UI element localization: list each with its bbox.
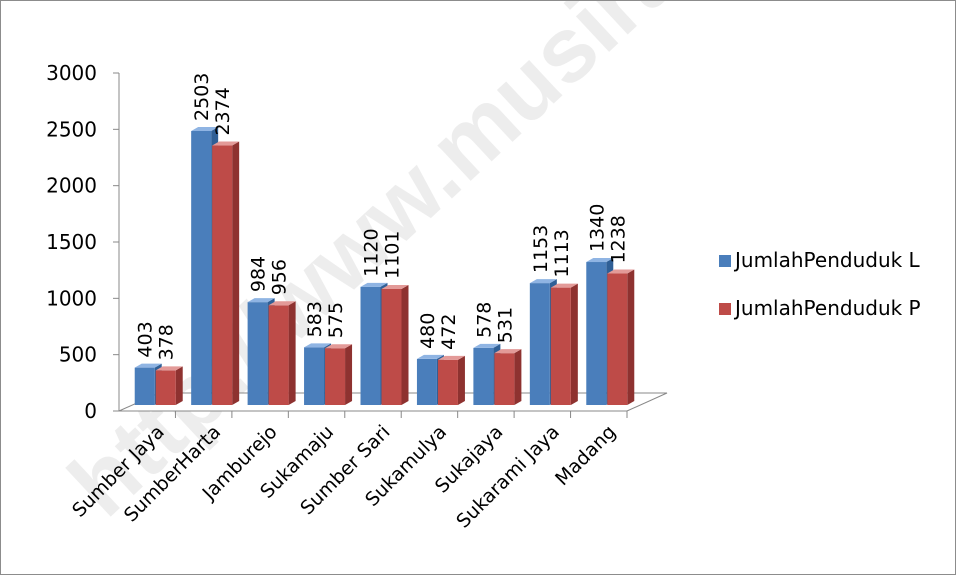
- y-tick-label: 2000: [46, 174, 97, 198]
- bar-top: [586, 258, 614, 263]
- data-label: 575: [325, 302, 347, 338]
- chart-data-labels: 403 378 2503 2374 984 956 583 575 1120 1101 480 472…: [135, 73, 630, 361]
- data-label: 2374: [212, 87, 234, 135]
- bar-side: [175, 366, 183, 405]
- bar: [381, 288, 402, 405]
- bar: [494, 353, 515, 405]
- y-tick-label: 3000: [46, 61, 97, 85]
- data-label: 1101: [382, 231, 404, 279]
- data-label: 403: [135, 321, 157, 357]
- bar-top: [268, 301, 296, 306]
- data-label: 2503: [191, 73, 213, 121]
- bar: [325, 348, 346, 405]
- data-label: 1113: [551, 229, 573, 277]
- x-category-label: Sukarami Jaya: [452, 421, 564, 533]
- bar: [155, 370, 176, 405]
- legend-swatch: [719, 255, 731, 267]
- data-label: 1238: [607, 215, 629, 263]
- bar: [212, 145, 233, 405]
- bar-top: [247, 298, 275, 303]
- bar-top: [191, 126, 219, 131]
- data-label: 1340: [586, 204, 608, 252]
- x-category-label: Madang: [551, 421, 620, 490]
- bar-top: [360, 282, 388, 287]
- bar: [586, 262, 607, 405]
- bar: [191, 130, 212, 405]
- legend-swatch: [719, 303, 731, 315]
- bar-side: [570, 283, 578, 405]
- bar: [529, 283, 550, 405]
- data-label: 984: [248, 256, 270, 292]
- bar-side: [457, 355, 465, 405]
- data-label: 472: [438, 314, 460, 350]
- bar-side: [627, 269, 635, 405]
- chart-legend: JumlahPenduduk L JumlahPenduduk P: [719, 248, 921, 320]
- bar: [550, 287, 571, 405]
- bar-side: [401, 284, 409, 405]
- legend-label: JumlahPenduduk L: [733, 248, 921, 272]
- y-tick-label: 2500: [46, 117, 97, 141]
- y-tick-label: 1000: [46, 286, 97, 310]
- bar-top: [494, 349, 522, 354]
- data-label: 583: [304, 301, 326, 337]
- bar-top: [437, 355, 465, 360]
- data-label: 1120: [361, 228, 383, 276]
- bar-top: [529, 279, 557, 284]
- bar-top: [212, 141, 240, 146]
- bar: [607, 273, 628, 405]
- bar-top: [134, 363, 162, 368]
- bar: [360, 286, 381, 405]
- data-label: 531: [494, 307, 516, 343]
- legend-label: JumlahPenduduk P: [733, 296, 921, 320]
- data-label: 480: [417, 313, 439, 349]
- bar-side: [232, 141, 240, 405]
- chart-bars: [134, 126, 635, 405]
- y-tick-label: 0: [84, 399, 97, 423]
- data-label: 956: [269, 259, 291, 295]
- bar: [247, 302, 268, 405]
- bar: [416, 358, 437, 405]
- bar-top: [325, 344, 353, 349]
- bar: [134, 367, 155, 405]
- bar-top: [550, 283, 578, 288]
- data-label: 1153: [530, 225, 552, 273]
- bar: [473, 347, 494, 405]
- data-label: 578: [473, 302, 495, 338]
- bar-top: [155, 366, 183, 371]
- data-label: 378: [156, 324, 178, 360]
- bar-top: [607, 269, 635, 274]
- bar-top: [304, 343, 332, 348]
- y-tick-label: 1500: [46, 230, 97, 254]
- bar-side: [514, 349, 522, 405]
- bar: [437, 359, 458, 405]
- bar: [268, 305, 289, 405]
- bar-top: [473, 343, 501, 348]
- bar-side: [288, 301, 296, 405]
- bar-top: [381, 284, 409, 289]
- bar-top: [416, 354, 444, 359]
- bar: [304, 347, 325, 405]
- bar-side: [345, 344, 353, 405]
- y-tick-label: 500: [59, 343, 97, 367]
